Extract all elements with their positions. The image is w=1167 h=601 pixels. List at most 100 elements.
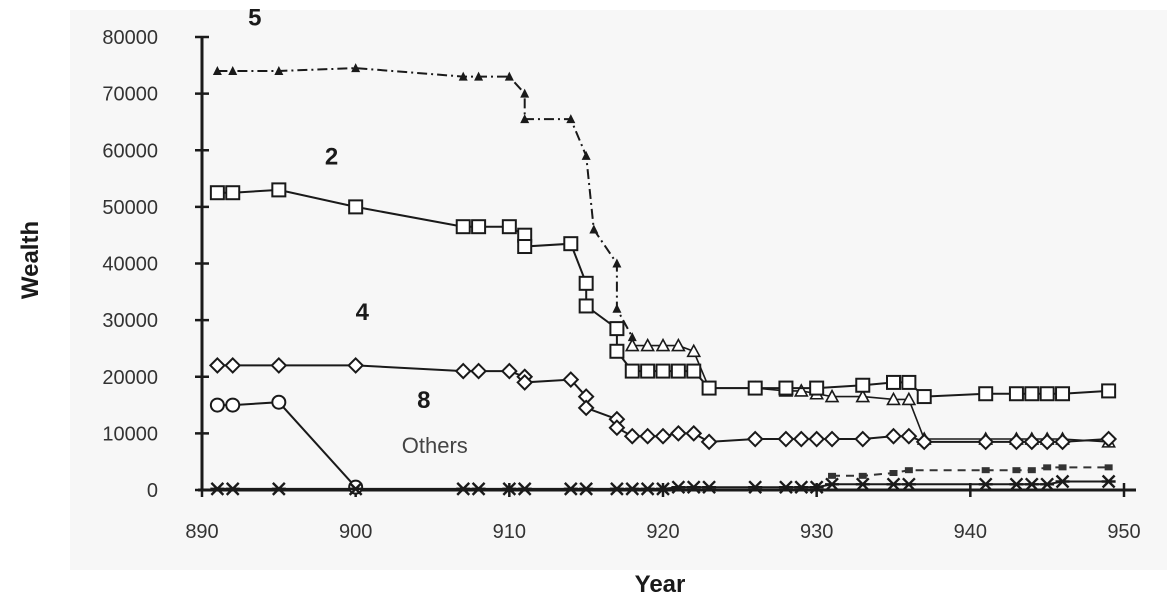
series-label: 2 bbox=[325, 143, 338, 170]
series-label: 5 bbox=[248, 5, 261, 32]
data-point bbox=[520, 88, 530, 98]
data-point bbox=[978, 477, 993, 492]
data-point bbox=[639, 427, 657, 445]
data-point bbox=[686, 480, 701, 495]
data-point bbox=[624, 363, 640, 379]
series-4 bbox=[208, 357, 1118, 451]
data-point bbox=[516, 373, 534, 391]
data-point bbox=[612, 303, 622, 313]
data-point bbox=[1009, 477, 1024, 492]
data-point bbox=[793, 383, 809, 397]
y-tick-label: 20000 bbox=[102, 367, 158, 389]
data-point bbox=[348, 479, 364, 495]
data-point bbox=[916, 389, 932, 405]
data-point bbox=[901, 477, 916, 492]
data-point bbox=[809, 480, 824, 495]
data-point bbox=[612, 258, 622, 268]
data-point bbox=[225, 185, 241, 201]
x-tick-label: 940 bbox=[954, 521, 987, 543]
annotation-layer: 5 2 4 8 Others bbox=[248, 5, 468, 459]
data-point bbox=[608, 419, 626, 437]
data-point bbox=[792, 430, 810, 448]
data-point bbox=[1100, 430, 1118, 448]
data-point bbox=[474, 71, 484, 81]
y-tick-label: 70000 bbox=[102, 84, 158, 106]
data-point bbox=[748, 480, 763, 495]
series-line bbox=[832, 466, 1109, 477]
data-point bbox=[578, 275, 594, 291]
data-point bbox=[915, 433, 933, 451]
data-point bbox=[225, 482, 240, 496]
data-point bbox=[1101, 383, 1117, 399]
series-label: 8 bbox=[417, 387, 430, 414]
data-point bbox=[889, 470, 898, 477]
data-point bbox=[886, 477, 901, 492]
data-point bbox=[562, 371, 580, 388]
y-tick-label: 40000 bbox=[102, 254, 158, 276]
data-point bbox=[671, 480, 686, 495]
data-point bbox=[855, 477, 870, 492]
data-point bbox=[1101, 474, 1116, 489]
data-point bbox=[1054, 433, 1071, 451]
data-point bbox=[654, 427, 672, 445]
data-point bbox=[1039, 386, 1055, 402]
data-point bbox=[625, 482, 640, 496]
data-point bbox=[640, 337, 655, 352]
data-point bbox=[609, 482, 624, 496]
data-point bbox=[701, 380, 717, 396]
data-point bbox=[347, 357, 365, 374]
data-point bbox=[228, 65, 238, 75]
data-point bbox=[1038, 433, 1056, 451]
data-point bbox=[824, 388, 840, 403]
data-point bbox=[504, 71, 514, 81]
data-point bbox=[500, 362, 518, 380]
data-point bbox=[854, 430, 872, 448]
data-point bbox=[517, 482, 532, 496]
data-point bbox=[640, 363, 656, 379]
x-tick-label: 890 bbox=[185, 521, 218, 543]
data-point bbox=[501, 219, 517, 235]
data-point bbox=[517, 239, 533, 255]
data-point bbox=[454, 362, 472, 380]
data-point bbox=[471, 219, 487, 235]
data-point bbox=[1023, 433, 1041, 451]
data-point bbox=[578, 298, 594, 314]
data-point bbox=[271, 482, 286, 496]
y-tick-label: 30000 bbox=[102, 310, 158, 332]
data-point bbox=[1043, 464, 1052, 471]
data-point bbox=[624, 337, 640, 352]
data-point bbox=[208, 357, 226, 374]
y-tick-label: 10000 bbox=[102, 423, 158, 445]
data-point bbox=[566, 114, 576, 124]
data-point bbox=[271, 182, 287, 198]
data-point bbox=[210, 482, 225, 496]
data-point bbox=[886, 391, 901, 406]
data-point bbox=[1055, 474, 1070, 489]
x-tick-label: 900 bbox=[339, 521, 372, 543]
data-point bbox=[823, 430, 841, 448]
y-tick-label: 60000 bbox=[102, 140, 158, 162]
series-label: 4 bbox=[356, 299, 370, 326]
data-point bbox=[1008, 386, 1024, 402]
y-axis-title: Wealth bbox=[17, 221, 44, 299]
data-point bbox=[1055, 386, 1071, 402]
data-point bbox=[274, 65, 284, 75]
x-axis-title: Year bbox=[635, 571, 686, 598]
y-tick-label: 0 bbox=[147, 480, 158, 502]
data-point bbox=[656, 482, 670, 496]
data-point bbox=[470, 362, 488, 380]
data-point bbox=[655, 363, 671, 379]
data-point bbox=[351, 63, 361, 73]
data-point bbox=[209, 185, 225, 201]
data-point bbox=[212, 65, 222, 75]
data-point bbox=[271, 394, 287, 410]
data-point bbox=[808, 430, 826, 448]
data-point bbox=[855, 388, 871, 403]
series-5 bbox=[212, 63, 637, 342]
data-point bbox=[609, 343, 625, 359]
data-point bbox=[270, 357, 288, 374]
data-point bbox=[977, 433, 995, 451]
data-point bbox=[670, 363, 686, 379]
data-point bbox=[1024, 386, 1040, 402]
